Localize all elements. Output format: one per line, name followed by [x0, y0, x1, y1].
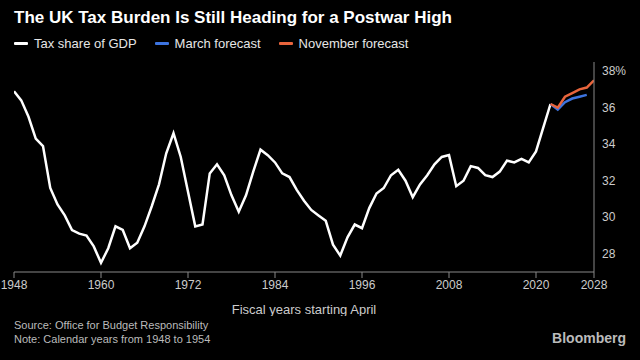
svg-text:2028: 2028	[581, 278, 608, 292]
svg-text:30: 30	[602, 210, 616, 224]
html-text:Note: Calendar years from 1948: Note: Calendar years from 1948 to 1954	[14, 333, 211, 345]
html-text:March forecast: March forecast	[174, 35, 261, 51]
svg-text:1996: 1996	[349, 278, 376, 292]
html-text:The UK Tax Burden Is Still Hea: The UK Tax Burden Is Still Heading for a…	[14, 8, 452, 27]
svg-text:1948: 1948	[8, 278, 28, 292]
html-text:November forecast: November forecast	[298, 35, 409, 51]
svg-text:1972: 1972	[175, 278, 202, 292]
html-text:Tax share of GDP: Tax share of GDP	[34, 35, 137, 51]
svg-text:1984: 1984	[262, 278, 289, 292]
html-text:Source: Office for Budget Resp: Source: Office for Budget Responsibility	[14, 319, 209, 331]
svg-text:28: 28	[602, 247, 616, 261]
svg-text:34: 34	[602, 137, 616, 151]
svg-text:2008: 2008	[436, 278, 463, 292]
svg-text:Fiscal years starting April: Fiscal years starting April	[232, 302, 377, 316]
svg-text:38%: 38%	[602, 64, 626, 78]
svg-text:2020: 2020	[523, 278, 550, 292]
svg-text:36: 36	[602, 101, 616, 115]
svg-text:32: 32	[602, 174, 616, 188]
svg-text:1960: 1960	[88, 278, 115, 292]
html-text:Bloomberg: Bloomberg	[552, 330, 626, 346]
